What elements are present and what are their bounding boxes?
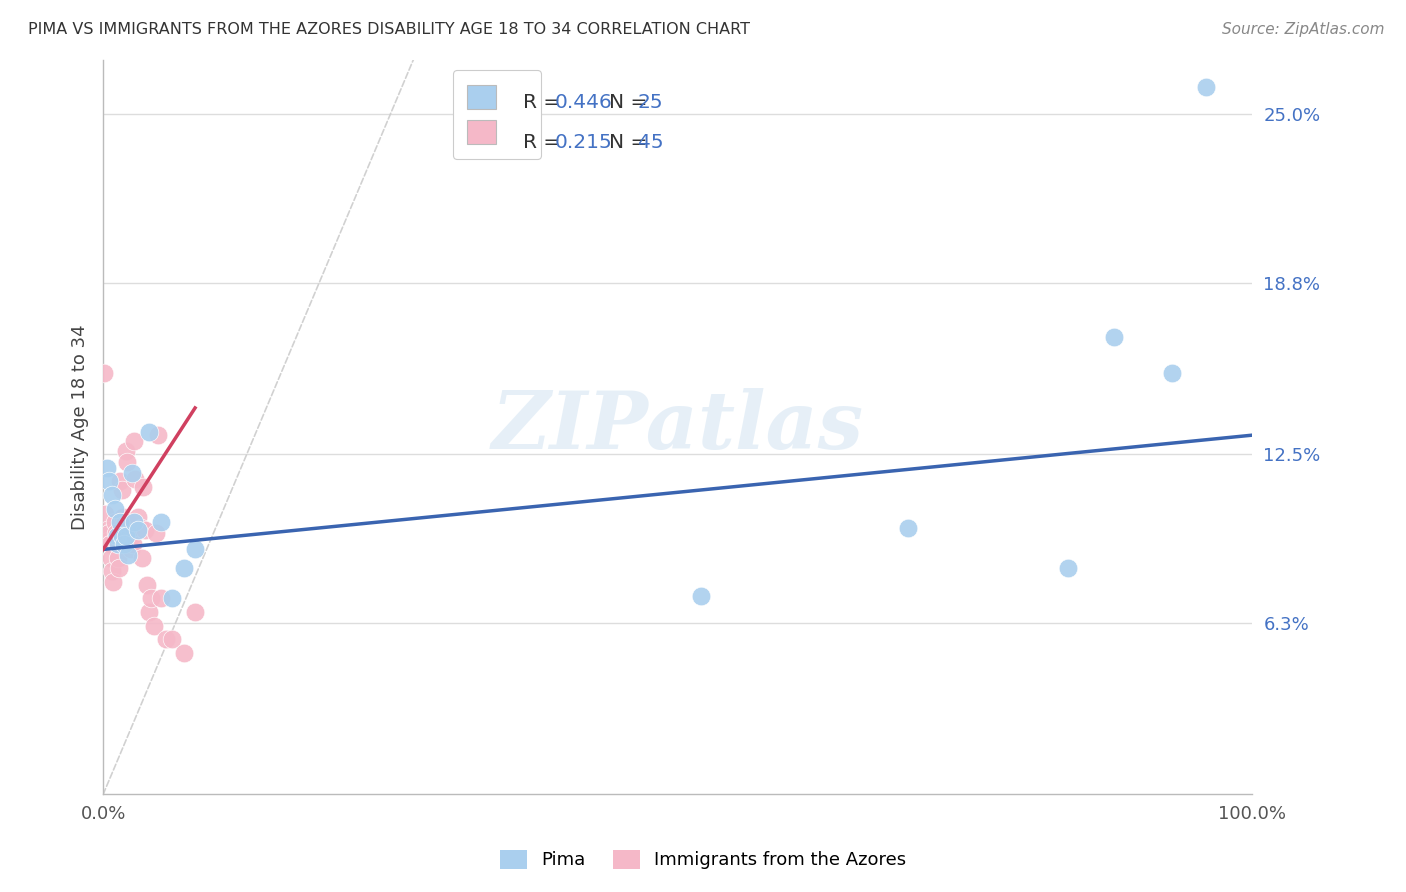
Point <box>1057 561 1080 575</box>
Text: 0.446: 0.446 <box>555 93 613 112</box>
Point <box>105 537 128 551</box>
Text: N =: N = <box>609 93 654 112</box>
Legend:   ,   : , <box>453 70 541 159</box>
Text: 0.215: 0.215 <box>555 133 613 152</box>
Point <box>142 618 165 632</box>
Point <box>131 550 153 565</box>
Point <box>100 550 122 565</box>
Text: PIMA VS IMMIGRANTS FROM THE AZORES DISABILITY AGE 18 TO 34 CORRELATION CHART: PIMA VS IMMIGRANTS FROM THE AZORES DISAB… <box>28 22 751 37</box>
Text: ZIPatlas: ZIPatlas <box>492 388 863 466</box>
Point <box>118 526 141 541</box>
Point <box>97 534 120 549</box>
Point <box>145 526 167 541</box>
Point <box>104 515 127 529</box>
Text: R =: R = <box>523 133 567 152</box>
Point <box>98 537 121 551</box>
Point <box>127 509 149 524</box>
Text: N =: N = <box>609 133 654 152</box>
Text: R =: R = <box>523 93 567 112</box>
Text: Source: ZipAtlas.com: Source: ZipAtlas.com <box>1222 22 1385 37</box>
Point <box>114 515 136 529</box>
Point <box>160 591 183 606</box>
Point <box>115 444 138 458</box>
Point <box>108 561 131 575</box>
Point <box>107 550 129 565</box>
Point <box>132 480 155 494</box>
Point <box>1195 79 1218 94</box>
Point <box>128 524 150 538</box>
Point <box>111 509 134 524</box>
Point <box>105 529 128 543</box>
Point <box>112 537 135 551</box>
Point <box>122 515 145 529</box>
Point <box>93 366 115 380</box>
Point <box>155 632 177 647</box>
Point <box>184 542 207 557</box>
Point <box>129 521 152 535</box>
Point <box>96 460 118 475</box>
Point <box>173 646 195 660</box>
Point <box>121 467 143 481</box>
Point <box>124 472 146 486</box>
Point <box>117 548 139 562</box>
Point <box>110 475 132 489</box>
Point <box>97 526 120 541</box>
Point <box>127 524 149 538</box>
Point <box>101 564 124 578</box>
Point <box>104 501 127 516</box>
Legend: Pima, Immigrants from the Azores: Pima, Immigrants from the Azores <box>491 841 915 879</box>
Point <box>138 605 160 619</box>
Point <box>96 524 118 538</box>
Point <box>117 515 139 529</box>
Point <box>112 524 135 538</box>
Point <box>97 475 120 489</box>
Point <box>122 434 145 448</box>
Point <box>149 591 172 606</box>
Point <box>689 589 711 603</box>
Point <box>141 591 163 606</box>
Point <box>110 483 132 497</box>
Point <box>110 529 132 543</box>
Text: 45: 45 <box>637 133 664 152</box>
Point <box>121 529 143 543</box>
Point <box>115 529 138 543</box>
Point <box>122 537 145 551</box>
Point <box>110 515 132 529</box>
Text: 25: 25 <box>637 93 664 112</box>
Point <box>107 537 129 551</box>
Point <box>897 521 920 535</box>
Point <box>184 605 207 619</box>
Point <box>173 561 195 575</box>
Point <box>135 578 157 592</box>
Point <box>103 575 125 590</box>
Point <box>149 515 172 529</box>
Point <box>1160 366 1182 380</box>
Point <box>104 526 127 541</box>
Point <box>138 425 160 440</box>
Point <box>94 507 117 521</box>
Y-axis label: Disability Age 18 to 34: Disability Age 18 to 34 <box>72 324 89 530</box>
Point <box>117 455 139 469</box>
Point <box>1104 330 1126 344</box>
Point <box>120 542 142 557</box>
Point <box>134 524 156 538</box>
Point <box>148 428 170 442</box>
Point <box>101 488 124 502</box>
Point <box>160 632 183 647</box>
